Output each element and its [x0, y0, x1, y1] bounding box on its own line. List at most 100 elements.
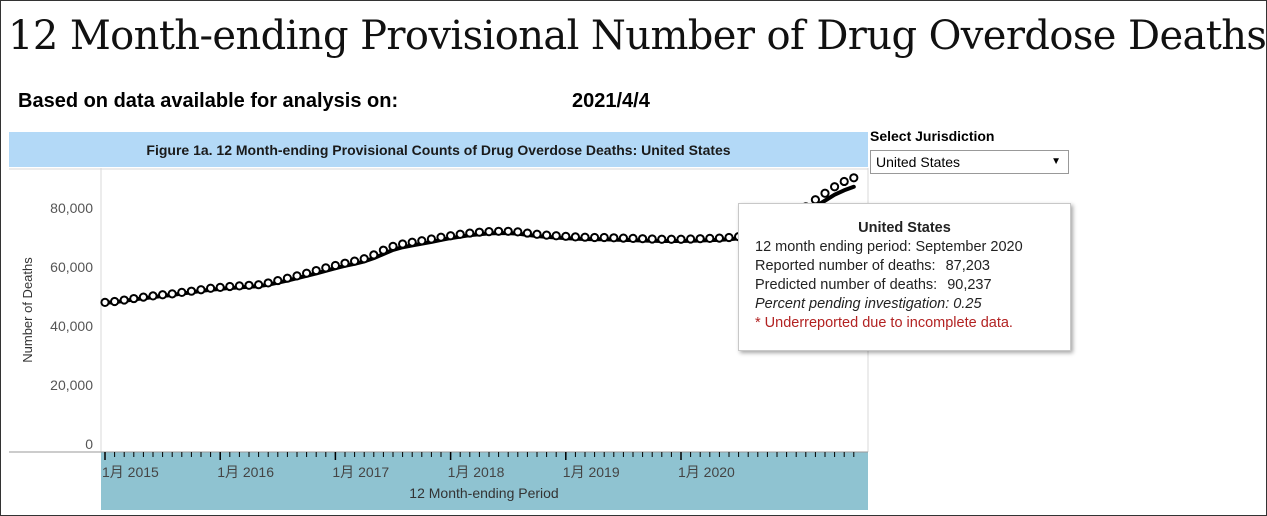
- predicted-deaths-point: [609, 233, 619, 243]
- predicted-deaths-point: [186, 286, 196, 296]
- predicted-deaths-point: [465, 228, 475, 238]
- x-tick-label: 1月 2020: [678, 464, 735, 480]
- y-tick-label: 80,000: [50, 200, 93, 216]
- predicted-deaths-point: [311, 265, 321, 276]
- predicted-deaths-point: [119, 295, 129, 305]
- predicted-deaths-point: [196, 285, 206, 295]
- predicted-deaths-point: [426, 234, 436, 244]
- x-tick-label: 1月 2018: [448, 464, 505, 480]
- predicted-deaths-point: [292, 271, 302, 281]
- tooltip-note: * Underreported due to incomplete data.: [755, 315, 1013, 331]
- predicted-deaths-point: [676, 234, 686, 244]
- predicted-deaths-point: [484, 227, 494, 237]
- predicted-deaths-point: [263, 278, 273, 288]
- predicted-deaths-point: [590, 232, 600, 243]
- predicted-deaths-point: [407, 237, 417, 247]
- predicted-deaths-point: [369, 250, 379, 260]
- predicted-deaths-point: [273, 275, 283, 286]
- predicted-deaths-point: [378, 245, 388, 255]
- predicted-deaths-point: [820, 188, 830, 198]
- predicted-deaths-point: [129, 293, 139, 304]
- tooltip-reported-value: 87,203: [945, 258, 990, 274]
- tooltip-pending: Percent pending investigation: 0.25: [755, 296, 982, 312]
- predicted-deaths-point: [177, 287, 187, 297]
- predicted-deaths-point: [417, 236, 427, 246]
- predicted-deaths-point: [705, 233, 715, 243]
- predicted-deaths-point: [158, 290, 168, 300]
- data-tooltip: United States 12 month ending period: Se…: [738, 203, 1071, 351]
- jurisdiction-selected-value: United States: [876, 154, 961, 170]
- x-axis-title: 12 Month-ending Period: [409, 485, 558, 501]
- predicted-deaths-point: [359, 254, 369, 264]
- x-tick-label: 1月 2016: [217, 464, 274, 480]
- asof-date: 2021/4/4: [572, 90, 650, 112]
- predicted-deaths-point: [350, 256, 360, 266]
- predicted-deaths-point: [244, 280, 254, 290]
- x-tick-label: 1月 2015: [102, 464, 159, 480]
- predicted-deaths-point: [110, 296, 120, 307]
- predicted-deaths-point: [657, 234, 667, 244]
- predicted-deaths-point: [561, 231, 571, 241]
- predicted-deaths-point: [215, 282, 225, 292]
- predicted-deaths-point: [398, 239, 408, 249]
- y-tick-label: 60,000: [50, 259, 93, 275]
- predicted-deaths-point: [532, 229, 542, 239]
- tooltip-title: United States: [858, 220, 951, 236]
- predicted-deaths-point: [225, 281, 235, 292]
- predicted-deaths-point: [254, 280, 264, 290]
- predicted-deaths-point: [321, 263, 331, 273]
- predicted-deaths-point: [494, 226, 504, 236]
- predicted-deaths-point: [138, 292, 148, 302]
- page-title: 12 Month-ending Provisional Number of Dr…: [8, 13, 1267, 59]
- x-tick-label: 1月 2017: [332, 464, 389, 480]
- tooltip-reported-row: Reported number of deaths: 87,203: [755, 257, 1070, 276]
- x-axis-band: [101, 452, 868, 510]
- predicted-deaths-point: [455, 229, 465, 239]
- y-tick-label: 0: [85, 436, 93, 452]
- y-tick-label: 40,000: [50, 318, 93, 334]
- y-axis-title: Number of Deaths: [20, 257, 35, 363]
- figure-title: Figure 1a. 12 Month-ending Provisional C…: [146, 141, 731, 158]
- predicted-deaths-point: [638, 234, 648, 244]
- predicted-deaths-point: [695, 234, 705, 244]
- predicted-deaths-point: [234, 281, 244, 291]
- x-tick-label: 1月 2019: [563, 464, 620, 480]
- predicted-deaths-point: [282, 273, 292, 283]
- predicted-deaths-point: [724, 232, 734, 243]
- tooltip-predicted-value: 90,237: [947, 277, 992, 293]
- y-tick-label: 20,000: [50, 377, 93, 393]
- dropdown-caret-icon: ▼: [1051, 156, 1061, 167]
- tooltip-period-label: 12 month ending period:: [755, 239, 912, 255]
- jurisdiction-select[interactable]: United States ▼: [870, 150, 1069, 174]
- predicted-deaths-point: [148, 291, 158, 301]
- predicted-deaths-point: [388, 241, 398, 251]
- jurisdiction-label: Select Jurisdiction: [870, 128, 995, 144]
- tooltip-period-row: 12 month ending period: September 2020: [755, 238, 1070, 257]
- predicted-deaths-point: [446, 231, 456, 241]
- predicted-deaths-point: [580, 232, 590, 242]
- tooltip-predicted-label: Predicted number of deaths:: [755, 277, 938, 293]
- predicted-deaths-point: [628, 233, 638, 243]
- predicted-deaths-point: [666, 234, 677, 244]
- predicted-deaths-point: [522, 228, 533, 238]
- figure-title-banner: Figure 1a. 12 Month-ending Provisional C…: [9, 132, 868, 167]
- predicted-deaths-point: [599, 232, 609, 243]
- predicted-deaths-point: [570, 232, 581, 242]
- predicted-deaths-point: [503, 226, 513, 236]
- predicted-deaths-point: [849, 173, 859, 183]
- predicted-deaths-point: [839, 176, 849, 187]
- tooltip-reported-label: Reported number of deaths:: [755, 258, 936, 274]
- predicted-deaths-point: [474, 227, 484, 237]
- predicted-deaths-point: [167, 289, 177, 299]
- predicted-deaths-point: [618, 233, 629, 243]
- predicted-deaths-point: [100, 297, 110, 307]
- asof-label: Based on data available for analysis on:: [18, 90, 399, 112]
- predicted-deaths-point: [206, 283, 216, 293]
- plot-background: [9, 168, 868, 453]
- predicted-deaths-point: [330, 260, 340, 271]
- predicted-deaths-point: [436, 232, 446, 242]
- predicted-deaths-point: [714, 233, 725, 243]
- predicted-deaths-point: [647, 234, 657, 244]
- predicted-deaths-point: [551, 231, 561, 241]
- predicted-deaths-point: [542, 230, 552, 240]
